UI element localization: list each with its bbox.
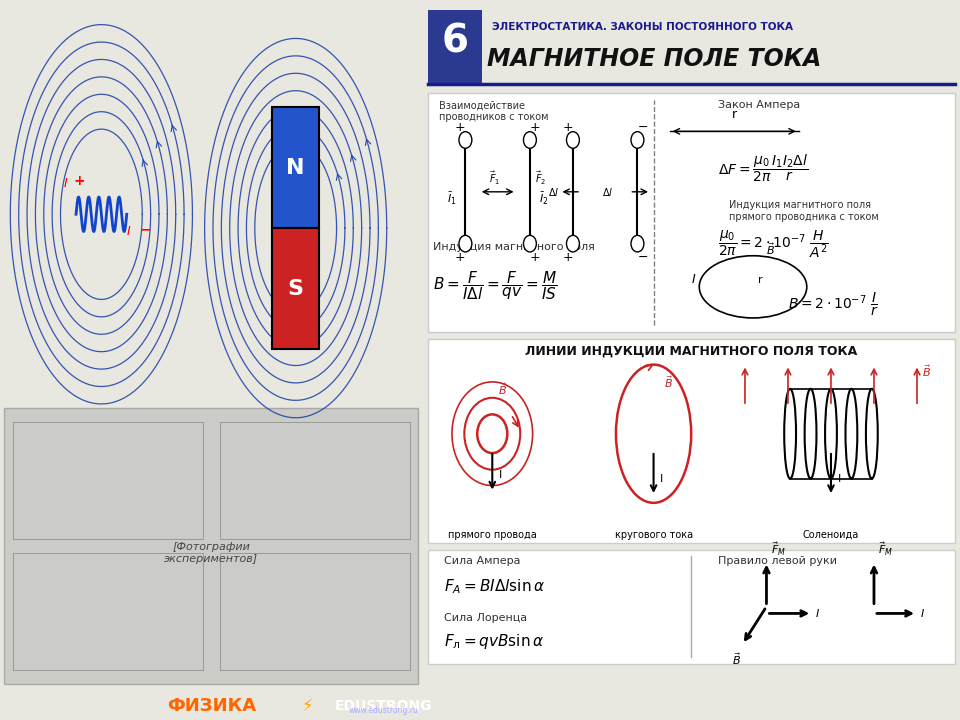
Text: +: + [563,251,573,264]
Text: $\vec{F}_M$: $\vec{F}_M$ [771,541,785,558]
Circle shape [459,235,472,252]
Text: N: N [286,158,305,178]
Text: кругового тока: кругового тока [614,530,692,540]
Text: Правило левой руки: Правило левой руки [718,557,837,567]
Text: прямого провода: прямого провода [448,530,537,540]
Text: ФИЗИКА: ФИЗИКА [167,697,255,714]
Text: $I$: $I$ [126,225,132,238]
Circle shape [631,132,644,148]
Text: $\vec{B}$: $\vec{B}$ [497,381,507,397]
Circle shape [566,132,580,148]
Text: $\bar{I}_2$: $\bar{I}_2$ [539,191,548,207]
FancyBboxPatch shape [428,338,954,543]
Text: −: − [637,251,648,264]
Circle shape [523,132,537,148]
Text: I: I [499,470,502,480]
Text: $\vec{F}_1$: $\vec{F}_1$ [490,169,500,186]
Text: ЭЛЕКТРОСТАТИКА. ЗАКОНЫ ПОСТОЯННОГО ТОКА: ЭЛЕКТРОСТАТИКА. ЗАКОНЫ ПОСТОЯННОГО ТОКА [492,22,793,32]
Circle shape [459,132,472,148]
Text: Соленоида: Соленоида [803,530,859,540]
Text: $\bar{I}_1$: $\bar{I}_1$ [447,191,457,207]
FancyBboxPatch shape [220,553,410,670]
Text: $B = \dfrac{F}{I\Delta l} = \dfrac{F}{qv} = \dfrac{M}{IS}$: $B = \dfrac{F}{I\Delta l} = \dfrac{F}{qv… [433,269,558,302]
FancyBboxPatch shape [428,94,954,332]
FancyBboxPatch shape [428,10,482,83]
Text: r: r [732,108,736,121]
FancyBboxPatch shape [220,422,410,539]
Text: www.edustrong.ru: www.edustrong.ru [349,706,419,715]
Text: $\vec{B}$: $\vec{B}$ [664,374,673,390]
Circle shape [523,235,537,252]
Text: Сила Ампера: Сила Ампера [444,557,520,567]
Text: +: + [563,121,573,134]
FancyBboxPatch shape [273,107,319,228]
Text: +: + [530,121,540,134]
Text: $\Delta l$: $\Delta l$ [602,186,613,198]
Text: $\vec{F}_2$: $\vec{F}_2$ [535,169,546,186]
FancyBboxPatch shape [428,549,954,664]
Text: +: + [455,121,466,134]
Text: $\vec{B}$: $\vec{B}$ [766,241,776,257]
Text: +: + [530,251,540,264]
FancyBboxPatch shape [4,408,419,684]
Text: $I$: $I$ [815,608,820,619]
Text: I: I [837,474,841,484]
Text: $\Delta l$: $\Delta l$ [548,186,560,198]
Text: I: I [660,474,663,484]
Text: −: − [139,222,151,236]
Text: $F_A = BI\Delta l\sin\alpha$: $F_A = BI\Delta l\sin\alpha$ [444,577,545,596]
Text: $I$: $I$ [691,274,697,287]
Text: Закон Ампера: Закон Ампера [718,100,801,110]
Circle shape [566,235,580,252]
Text: $B = 2\cdot 10^{-7}\ \dfrac{I}{r}$: $B = 2\cdot 10^{-7}\ \dfrac{I}{r}$ [788,291,878,318]
Text: Взаимодействие
проводников с током: Взаимодействие проводников с током [439,100,548,122]
Text: $\vec{F}_M$: $\vec{F}_M$ [878,541,893,558]
Text: МАГНИТНОЕ ПОЛЕ ТОКА: МАГНИТНОЕ ПОЛЕ ТОКА [487,47,821,71]
Text: EDUSTRONG: EDUSTRONG [335,698,433,713]
Text: [Фотографии
экспериментов]: [Фотографии экспериментов] [164,542,258,564]
Text: S: S [288,279,303,299]
Text: 6: 6 [442,22,468,60]
Text: $I$: $I$ [62,176,68,189]
Circle shape [631,235,644,252]
Text: Индукция магнитного поля: Индукция магнитного поля [433,243,595,252]
Text: ⚡: ⚡ [301,697,313,714]
Text: Сила Лоренца: Сила Лоренца [444,613,527,623]
FancyBboxPatch shape [12,422,203,539]
Text: $\Delta F = \dfrac{\mu_0}{2\pi} \dfrac{I_1 I_2 \Delta l}{r}$: $\Delta F = \dfrac{\mu_0}{2\pi} \dfrac{I… [718,152,808,184]
FancyBboxPatch shape [273,228,319,349]
Text: −: − [637,121,648,134]
Text: $\vec{B}$: $\vec{B}$ [732,652,741,667]
Text: $\dfrac{\mu_0}{2\pi} = 2\cdot 10^{-7}\ \dfrac{H}{A^2}$: $\dfrac{\mu_0}{2\pi} = 2\cdot 10^{-7}\ \… [718,228,828,260]
Text: $\vec{B}$: $\vec{B}$ [923,364,931,379]
FancyBboxPatch shape [12,553,203,670]
Text: Индукция магнитного поля
прямого проводника с током: Индукция магнитного поля прямого проводн… [729,200,878,222]
Text: $I$: $I$ [920,608,924,619]
Text: ЛИНИИ ИНДУКЦИИ МАГНИТНОГО ПОЛЯ ТОКА: ЛИНИИ ИНДУКЦИИ МАГНИТНОГО ПОЛЯ ТОКА [525,344,857,357]
Text: +: + [74,174,85,188]
Text: r: r [758,275,763,285]
Text: +: + [455,251,466,264]
Text: $F_\mathrm{л} = qvB\sin\alpha$: $F_\mathrm{л} = qvB\sin\alpha$ [444,632,544,652]
